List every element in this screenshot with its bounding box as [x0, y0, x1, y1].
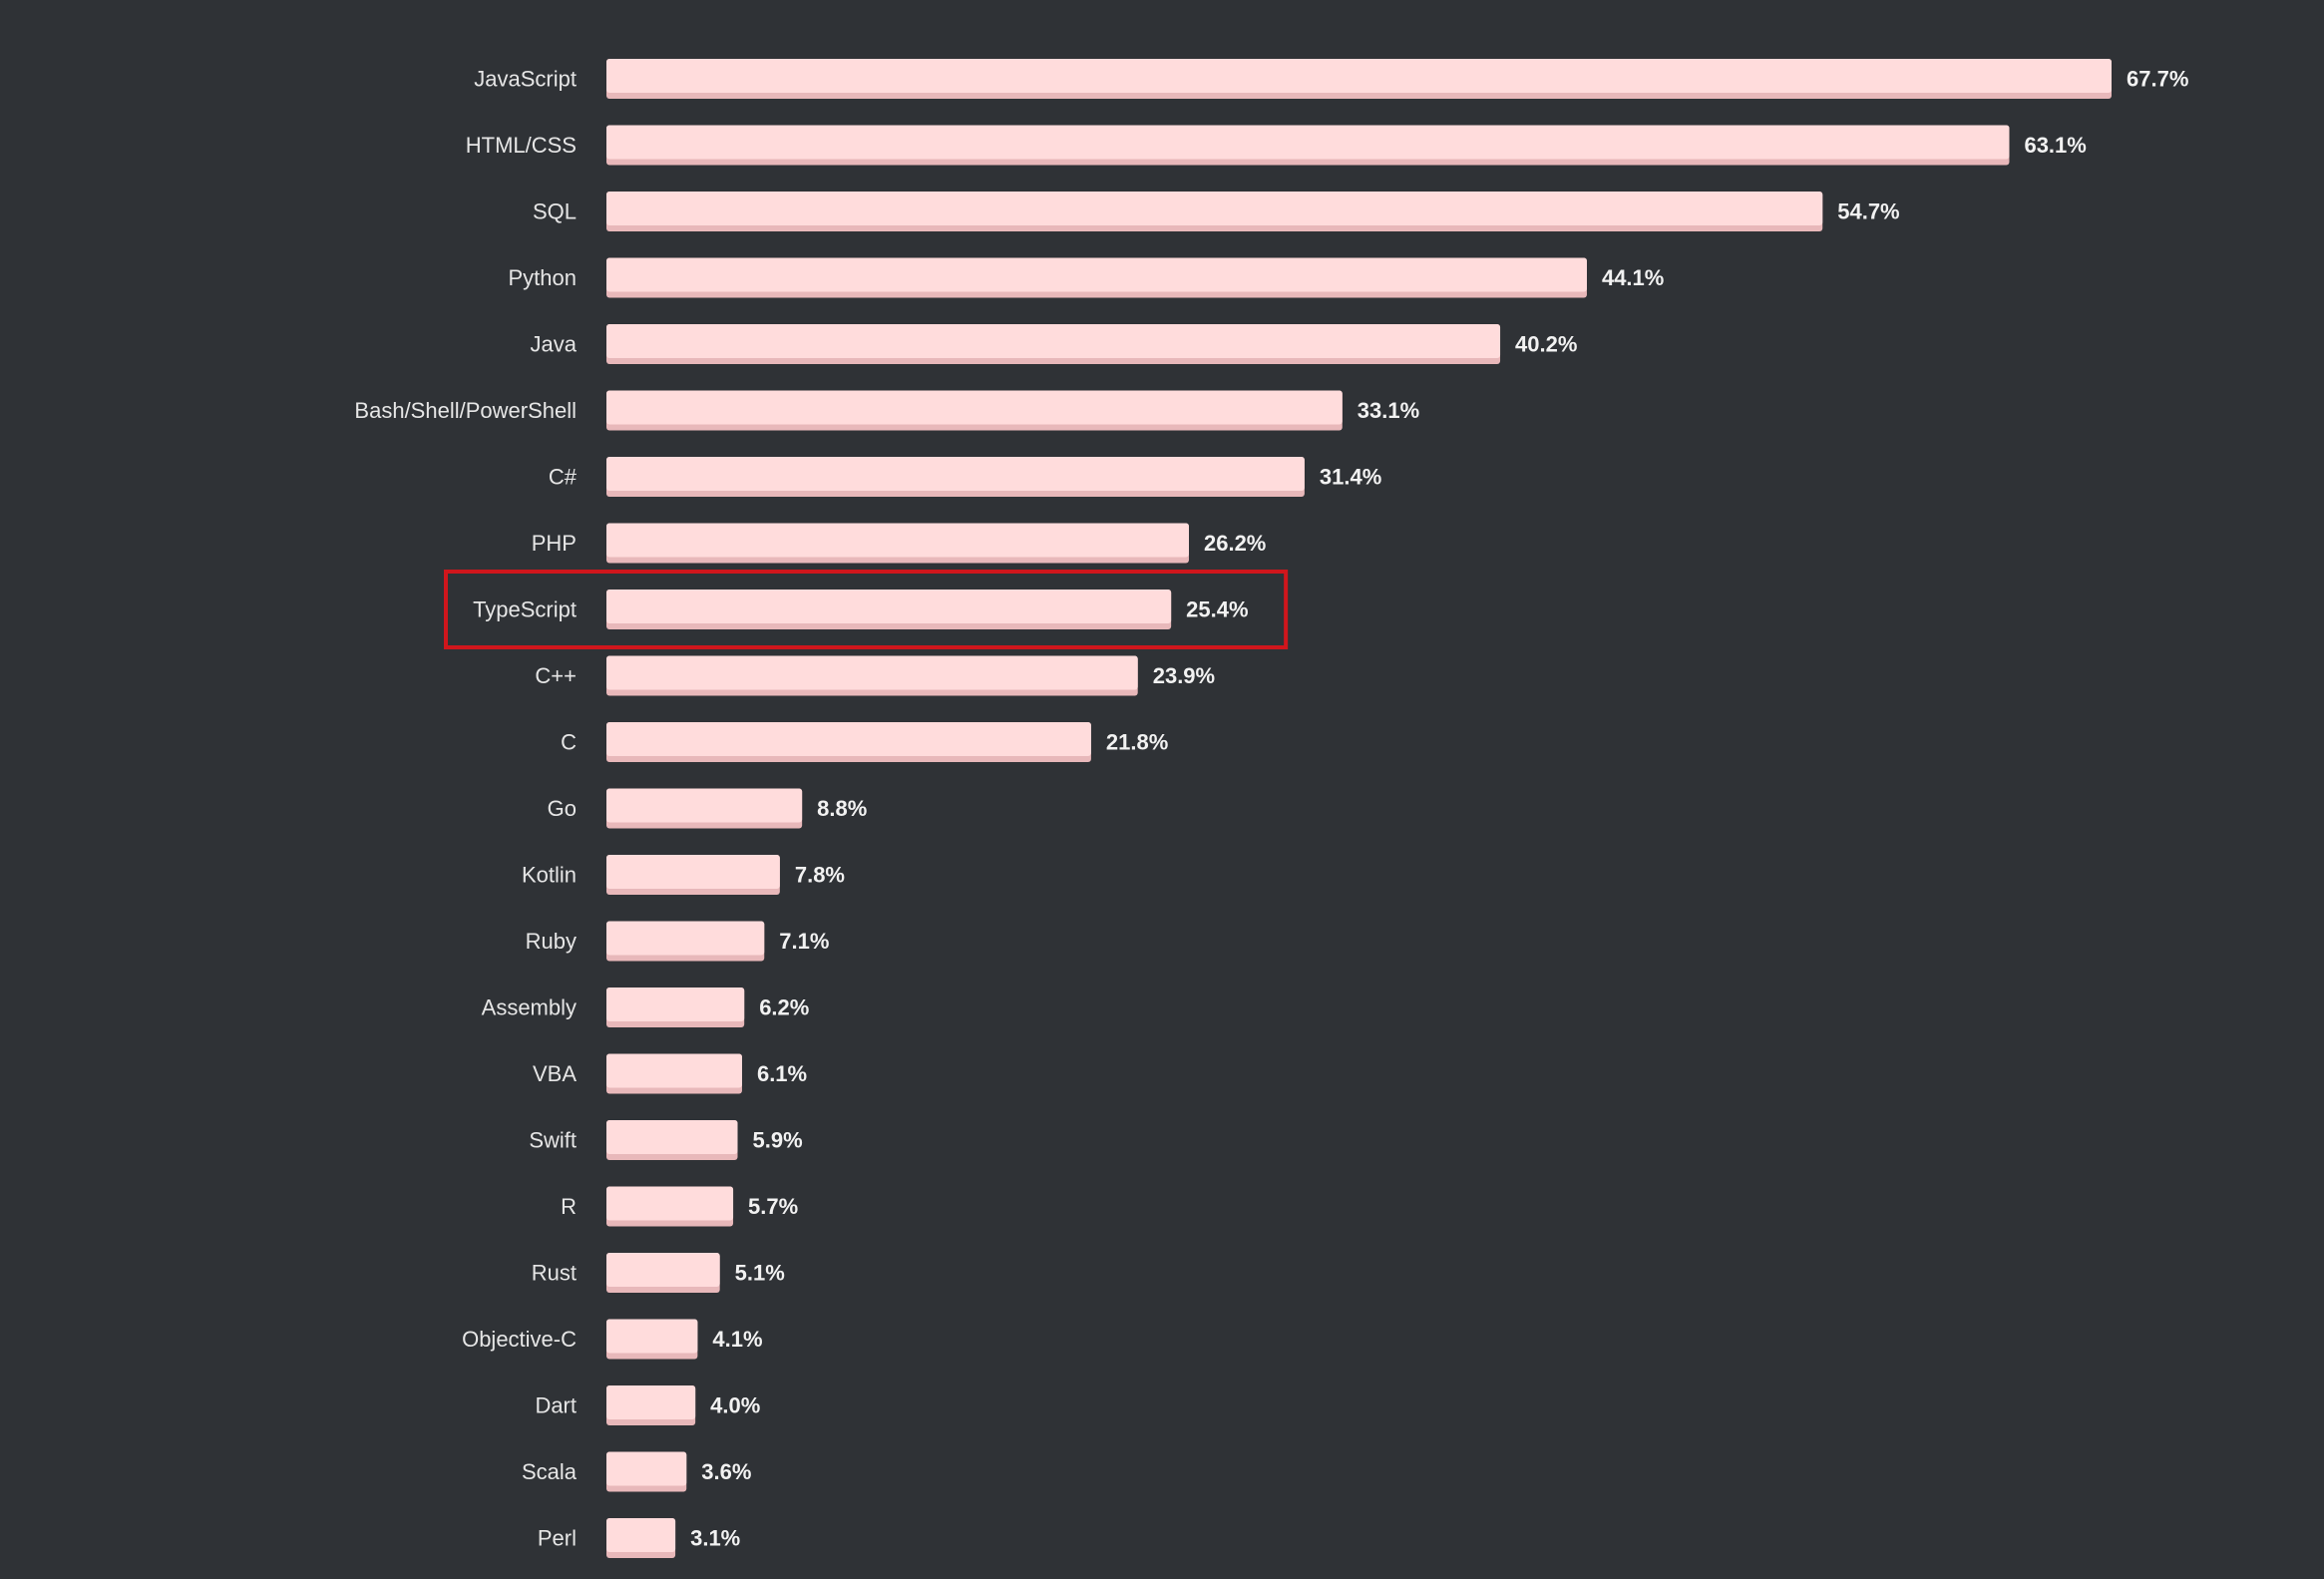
- bar-swift: [606, 1120, 738, 1154]
- value-label: 5.7%: [748, 1194, 798, 1219]
- bar-row-perl: Perl 3.1%: [538, 1518, 740, 1558]
- bar-java: [606, 324, 1501, 358]
- value-label: 4.1%: [712, 1327, 762, 1352]
- category-label: C: [561, 730, 577, 755]
- category-label: Swift: [529, 1128, 577, 1153]
- bar-typescript: [606, 590, 1172, 623]
- category-label: SQL: [533, 199, 577, 224]
- category-label: Python: [509, 265, 578, 290]
- category-label: Dart: [535, 1393, 577, 1418]
- bar-row-vba: VBA 6.1%: [533, 1053, 807, 1094]
- bar-row-bash-shell-powershell: Bash/Shell/PowerShell 33.1%: [354, 390, 1419, 431]
- value-label: 44.1%: [1602, 265, 1664, 290]
- bar-row-php: PHP 26.2%: [532, 523, 1266, 564]
- category-label: VBA: [533, 1061, 577, 1086]
- bar-python: [606, 257, 1587, 292]
- bar-sql: [606, 192, 1823, 225]
- value-label: 3.1%: [690, 1526, 740, 1551]
- bar-row-java: Java 40.2%: [531, 324, 1577, 364]
- bar-c: [606, 457, 1305, 491]
- bar-row-html-css: HTML/CSS 63.1%: [466, 125, 2087, 166]
- bar-row-c: C++ 23.9%: [535, 655, 1215, 696]
- bar-row-typescript: TypeScript 25.4%: [473, 590, 1249, 629]
- bar-html-css: [606, 125, 2010, 160]
- category-label: Java: [531, 332, 578, 357]
- value-label: 31.4%: [1320, 465, 1381, 490]
- bar-perl: [606, 1518, 676, 1552]
- bar-row-python: Python 44.1%: [509, 257, 1664, 298]
- bar-row-javascript: JavaScript 67.7%: [474, 59, 2188, 99]
- bar-bash-shell-powershell: [606, 390, 1343, 425]
- value-label: 63.1%: [2024, 133, 2086, 158]
- value-label: 21.8%: [1106, 730, 1168, 755]
- bar-row-go: Go 8.8%: [548, 788, 867, 829]
- value-label: 6.1%: [757, 1061, 807, 1086]
- category-label: Objective-C: [462, 1327, 577, 1352]
- bar-row-objective-c: Objective-C 4.1%: [462, 1319, 763, 1360]
- value-label: 3.6%: [701, 1459, 751, 1484]
- value-label: 7.1%: [779, 929, 829, 954]
- bar-ruby: [606, 921, 765, 956]
- bar-row-kotlin: Kotlin 7.8%: [522, 855, 845, 895]
- value-label: 8.8%: [817, 796, 867, 821]
- bar-row-r: R 5.7%: [561, 1186, 798, 1227]
- bar-scala: [606, 1451, 687, 1486]
- value-label: 26.2%: [1204, 531, 1266, 556]
- value-label: 5.1%: [735, 1261, 785, 1286]
- highlight-box: [444, 570, 1289, 649]
- value-label: 40.2%: [1515, 332, 1577, 357]
- value-label: 7.8%: [795, 863, 845, 888]
- category-label: Kotlin: [522, 863, 577, 888]
- bar-row-c: C 21.8%: [561, 722, 1168, 762]
- bar-dart: [606, 1385, 696, 1419]
- value-label: 54.7%: [1837, 199, 1899, 224]
- bar-php: [606, 523, 1189, 558]
- bar-assembly: [606, 987, 745, 1021]
- value-label: 6.2%: [759, 995, 809, 1020]
- bar-rust: [606, 1253, 720, 1287]
- bar-row-dart: Dart 4.0%: [535, 1385, 760, 1425]
- category-label: Perl: [538, 1526, 577, 1551]
- bar-javascript: [606, 59, 2112, 93]
- bar-row-c: C# 31.4%: [549, 457, 1381, 497]
- value-label: 33.1%: [1357, 398, 1419, 423]
- bar-row-ruby: Ruby 7.1%: [526, 921, 829, 962]
- highlight-layer: [444, 570, 1289, 649]
- bar-c: [606, 722, 1091, 756]
- value-label: 67.7%: [2127, 67, 2188, 92]
- bar-row-swift: Swift 5.9%: [529, 1120, 803, 1160]
- bar-vba: [606, 1053, 742, 1088]
- category-label: Assembly: [482, 995, 577, 1020]
- bar-c: [606, 655, 1138, 690]
- category-label: JavaScript: [474, 67, 577, 92]
- category-label: Scala: [522, 1459, 578, 1484]
- category-label: TypeScript: [473, 597, 577, 622]
- category-label: HTML/CSS: [466, 133, 577, 158]
- value-label: 5.9%: [753, 1128, 803, 1153]
- category-label: C++: [535, 663, 577, 688]
- category-label: PHP: [532, 531, 577, 556]
- bar-objective-c: [606, 1319, 698, 1354]
- bars-layer: JavaScript 67.7% HTML/CSS 63.1% SQL 54.7% Pyth…: [354, 59, 2188, 1558]
- category-label: Rust: [532, 1261, 577, 1286]
- category-label: R: [561, 1194, 577, 1219]
- category-label: C#: [549, 465, 578, 490]
- bar-row-scala: Scala 3.6%: [522, 1451, 751, 1492]
- bar-r: [606, 1186, 734, 1221]
- category-label: Ruby: [526, 929, 577, 954]
- value-label: 23.9%: [1153, 663, 1215, 688]
- bar-row-sql: SQL 54.7%: [533, 192, 1900, 231]
- bar-row-assembly: Assembly 6.2%: [482, 987, 809, 1027]
- bar-row-rust: Rust 5.1%: [532, 1253, 785, 1293]
- value-label: 4.0%: [710, 1393, 760, 1418]
- bar-go: [606, 788, 803, 823]
- category-label: Go: [548, 796, 577, 821]
- bar-kotlin: [606, 855, 780, 889]
- value-label: 25.4%: [1186, 597, 1248, 622]
- category-label: Bash/Shell/PowerShell: [354, 398, 577, 423]
